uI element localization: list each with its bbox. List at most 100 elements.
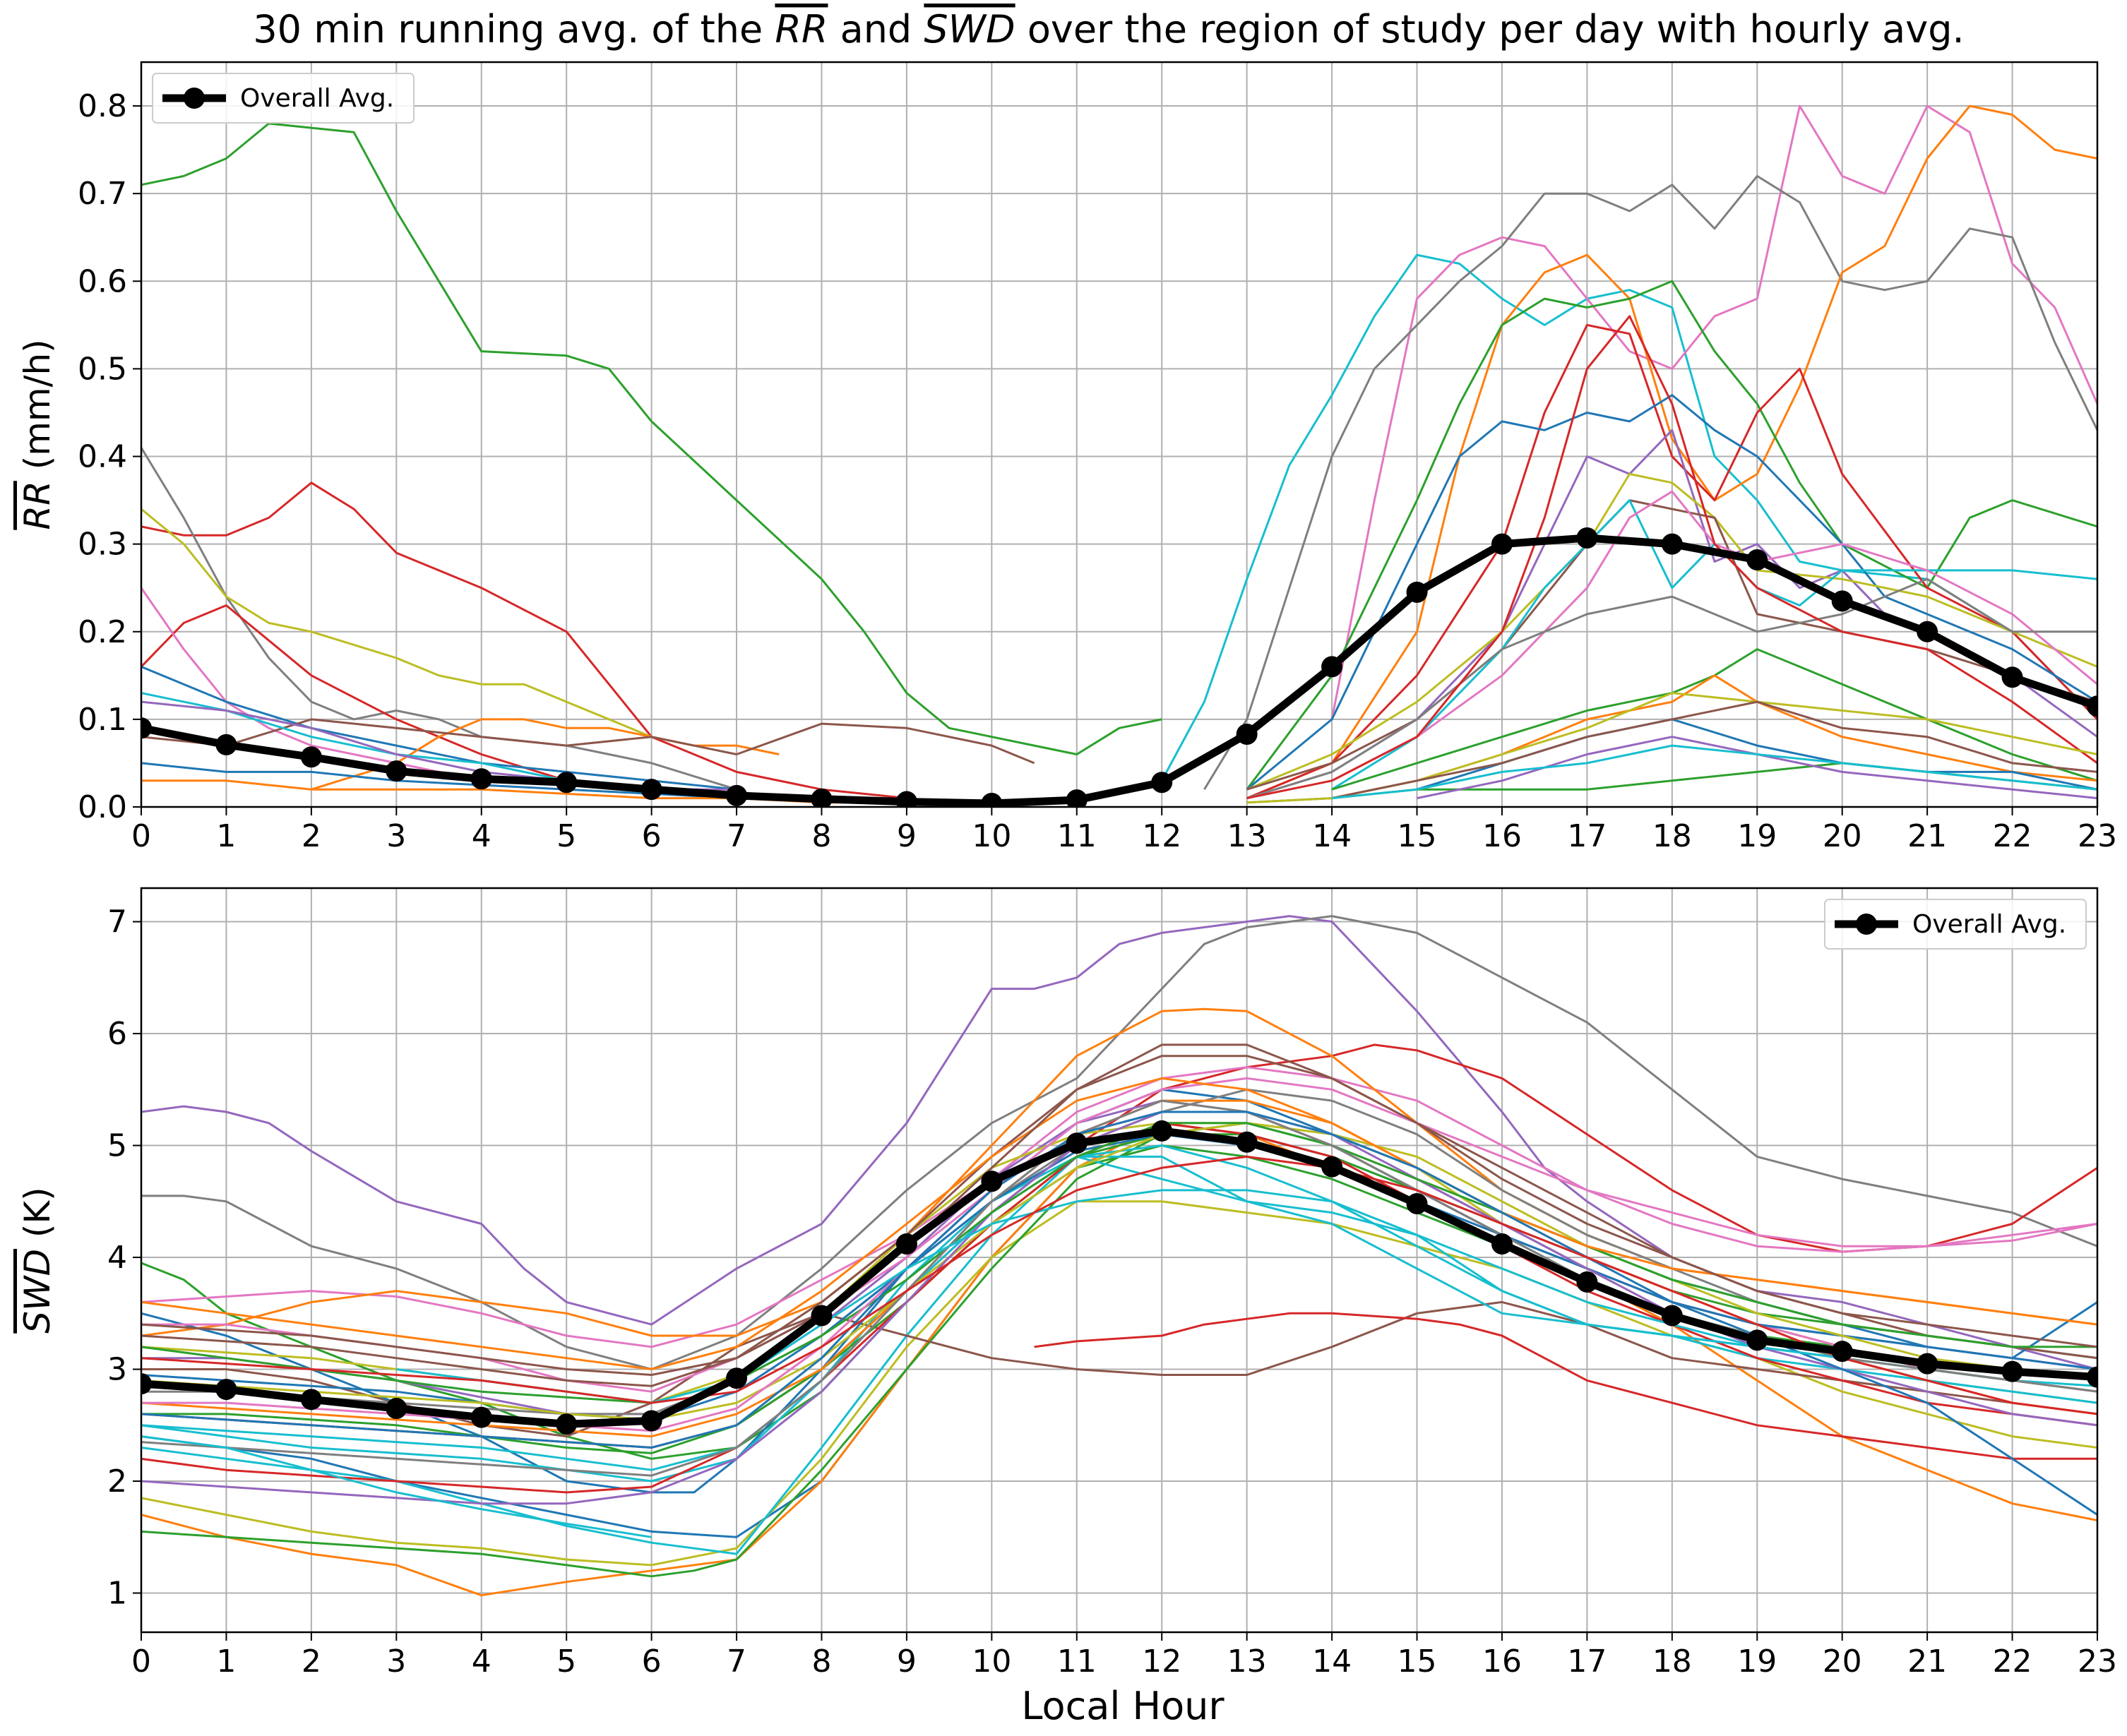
x-tick-label: 18 [1652,818,1692,854]
x-tick-label: 11 [1057,1644,1097,1680]
x-tick-label: 12 [1142,818,1181,854]
x-tick-label: 2 [302,1644,321,1680]
y-tick-label: 6 [107,1016,127,1052]
series-line-day-22 [1246,472,2097,791]
x-tick-label: 14 [1312,1644,1352,1680]
overall-avg-point [981,793,1003,807]
series-line-day-28 [141,1122,2097,1404]
x-tick-label: 6 [642,818,662,854]
overall-avg-point [1917,1353,1938,1375]
x-tick-label: 21 [1907,818,1947,854]
x-tick-label: 2 [302,818,321,854]
y-axis-label: SWD (K) [17,1187,58,1333]
series-group [141,104,2097,807]
x-tick-label: 4 [472,1644,491,1680]
series-line-day-24 [1331,499,2097,791]
y-axis-label-unit: (K) [17,1187,58,1249]
swd-panel: 0 1 2 3 4 5 6 7 8 9 10 11 12 13 14 15 16 17 18 19 20 21 22 2312… [17,887,2117,1680]
x-tick-label: 7 [727,818,746,854]
series-line-day-12 [141,1300,2097,1438]
overall-avg-point [641,1410,662,1432]
overall-avg-point [1746,549,1768,570]
x-tick-label: 10 [972,1644,1011,1680]
y-tick-label: 0.3 [78,527,127,563]
overall-avg-point [300,746,322,768]
overall-avg-point [981,1171,1003,1192]
series-line-day-13 [1034,1312,2097,1460]
y-tick-label: 3 [107,1352,127,1388]
series-line-day-08 [311,718,780,791]
legend-marker-swatch [184,88,205,109]
overall-avg-point [470,1406,492,1428]
x-tick-label: 16 [1482,818,1522,854]
series-line-day-20 [1246,394,2097,791]
x-tick-label: 1 [216,1644,236,1680]
series-line-day-04 [141,508,653,738]
series-line-day-15 [141,1155,2097,1483]
x-tick-label: 20 [1823,818,1862,854]
x-tick-label: 17 [1567,818,1607,854]
x-tick-label: 20 [1823,1644,1862,1680]
series-line-day-34 [141,1155,2097,1415]
overall-avg-point [1066,789,1088,807]
x-tick-label: 3 [386,818,406,854]
x-tick-label: 13 [1227,1644,1267,1680]
y-tick-label: 0.0 [78,789,127,825]
overall-avg-point [641,779,662,801]
series-line-day-26 [141,1122,2097,1421]
figure-title: 30 min running avg. of the RR and SWD ov… [253,7,1964,52]
x-tick-label: 21 [1907,1644,1947,1680]
series-line-day-25 [1331,490,2097,782]
series-line-day-30 [1246,315,2097,800]
x-tick-label: 19 [1737,818,1777,854]
x-tick-label: 12 [1142,1644,1181,1680]
overall-avg-point [726,784,748,806]
legend-box [152,73,415,124]
overall-avg-point [2087,695,2097,717]
legend: Overall Avg. [1824,899,2087,950]
overall-avg-point [1321,656,1343,678]
x-tick-label: 23 [2078,818,2117,854]
overall-avg-point [2001,666,2023,688]
rain-rate-panel: 0 1 2 3 4 5 6 7 8 9 10 11 12 13 14 15 16 17 18 19 20 21 22 230.… [17,61,2117,854]
x-tick-label: 13 [1227,818,1267,854]
series-line-day-35 [141,1043,2097,1376]
x-tick-label: 4 [472,818,491,854]
series-line-day-15 [1330,104,2097,720]
overall-avg-point [1321,1156,1343,1178]
x-tick-label: 15 [1398,1644,1437,1680]
x-tick-label: 17 [1567,1644,1607,1680]
series-line-day-02 [141,915,2097,1370]
overall-avg-point [1831,1341,1853,1363]
overall-avg-point [2001,1360,2023,1382]
overall-avg-point [1151,772,1173,794]
overall-avg-point [1406,581,1428,603]
x-tick-label: 18 [1652,1644,1692,1680]
x-tick-label: 1 [216,818,236,854]
overall-avg-point [1066,1132,1088,1154]
overall-avg-point [141,1373,152,1395]
legend-marker-swatch [1856,914,1877,935]
overall-avg-point [895,791,917,807]
x-tick-label: 7 [727,1644,746,1680]
axes-frame [140,887,2099,1634]
x-tick-label: 9 [897,1644,917,1680]
series-line-day-29 [1246,577,2097,800]
x-tick-label: 11 [1057,818,1097,854]
legend: Overall Avg. [152,73,415,124]
overall-avg-point [1746,1329,1768,1351]
legend-label: Overall Avg. [1912,910,2066,939]
x-tick-label: 9 [897,818,917,854]
y-axis-label-var: SWD [17,1249,58,1334]
series-line-day-35 [1331,744,2097,800]
overall-avg-line [141,534,2097,807]
y-tick-label: 5 [107,1128,127,1164]
series-line-day-27 [141,1111,2097,1505]
x-tick-label: 5 [556,818,576,854]
overall-avg-point [2087,1366,2097,1388]
overall-avg-point [556,1413,578,1435]
x-axis-label: Local Hour [1021,1684,1225,1728]
y-axis-label-var: RR [17,481,58,529]
series-line-day-36 [141,1435,652,1538]
